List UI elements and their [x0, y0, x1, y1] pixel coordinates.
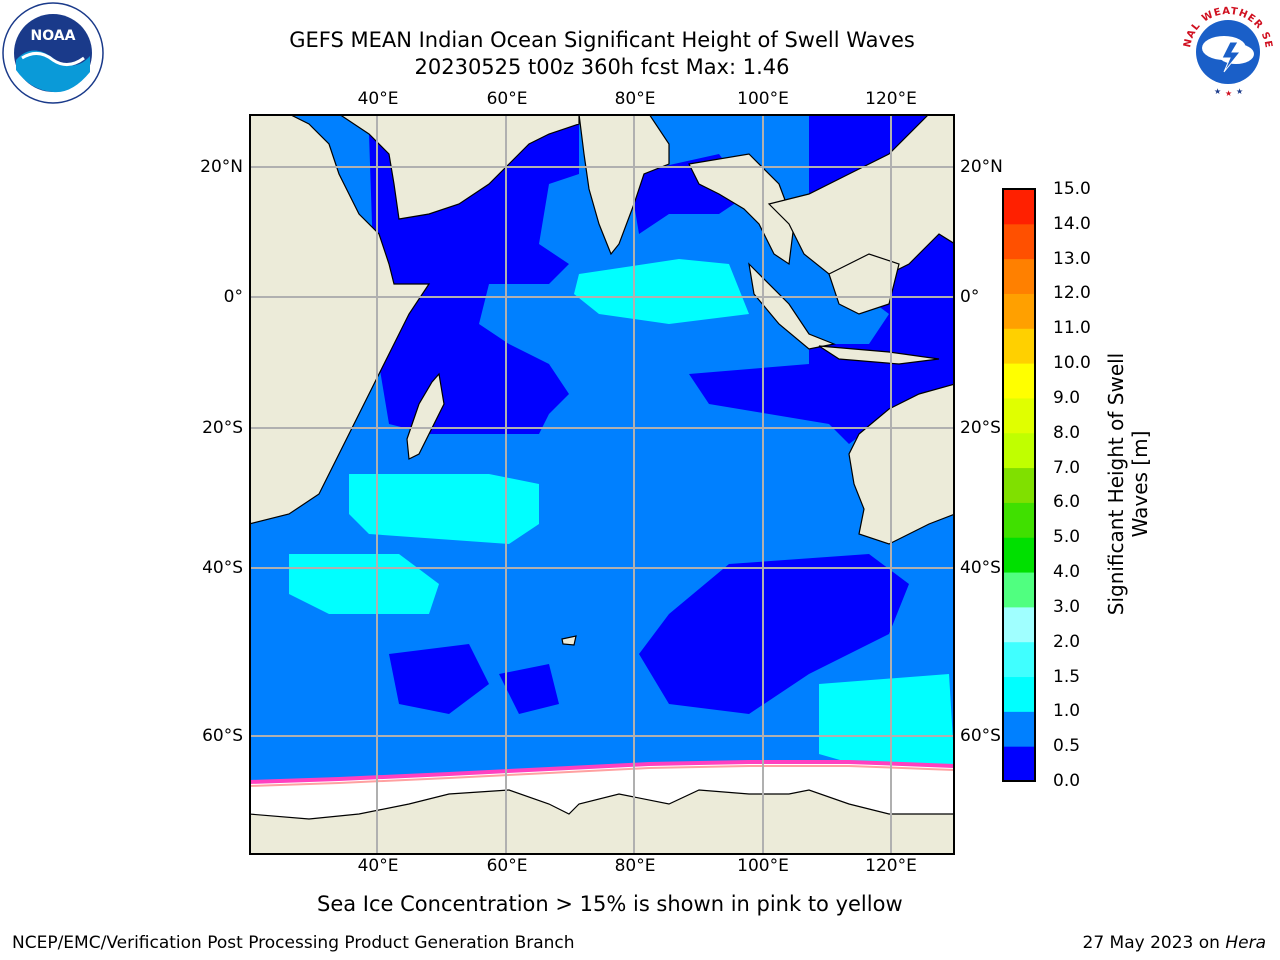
swell-height-map [249, 114, 955, 855]
colorbar-label-line1: Significant Height of Swell [1104, 352, 1128, 616]
svg-text:★: ★ [1236, 87, 1243, 96]
colorbar-tick-label: 9.0 [1053, 387, 1081, 408]
colorbar-segment [1003, 641, 1035, 678]
colorbar-segment [1003, 746, 1035, 782]
colorbar-segment [1003, 258, 1035, 294]
nws-logo: NATIONAL WEATHER SERVICE ★ ★ ★ [1178, 2, 1276, 100]
colorbar-tick-label: 10.0 [1053, 353, 1091, 374]
colorbar-tick-label: 1.5 [1053, 666, 1081, 687]
y-tick-left: 20°S [202, 418, 243, 438]
graticule [250, 115, 954, 854]
noaa-logo-text: NOAA [31, 28, 76, 44]
colorbar-tick-label: 2.0 [1053, 631, 1081, 652]
colorbar-tick-label: 4.0 [1053, 562, 1081, 583]
y-tick-right: 40°S [960, 558, 1001, 578]
footer-date-text: 27 May 2023 on [1082, 933, 1226, 953]
colorbar-tick-label: 0.5 [1053, 736, 1081, 757]
footer-date: 27 May 2023 on Hera [1083, 933, 1267, 953]
colorbar-tick-label: 13.0 [1053, 248, 1091, 269]
y-tick-left: 40°S [202, 558, 243, 578]
x-tick-bottom: 60°E [486, 856, 528, 876]
colorbar-segment [1003, 537, 1035, 573]
y-tick-right: 0° [960, 287, 980, 307]
x-tick-top: 80°E [614, 89, 656, 109]
footer-host: Hera [1225, 933, 1266, 953]
chart-subtitle-run: 20230525 t00z 360h fcst Max: 1.46 [414, 55, 790, 79]
x-tick-bottom: 120°E [865, 856, 917, 876]
colorbar-tick-label: 5.0 [1053, 527, 1081, 548]
sea-ice-note: Sea Ice Concentration > 15% is shown in … [317, 892, 903, 916]
colorbar-segment [1003, 467, 1035, 503]
x-tick-top: 40°E [357, 89, 399, 109]
y-tick-right: 20°N [960, 157, 1003, 177]
colorbar-segment [1003, 572, 1035, 608]
x-tick-top: 60°E [486, 89, 528, 109]
colorbar-tick-label: 14.0 [1053, 213, 1091, 234]
colorbar-tick-label: 0.0 [1053, 771, 1081, 791]
y-tick-left: 0° [223, 287, 243, 307]
colorbar-segment [1003, 189, 1035, 225]
colorbar-segment [1003, 293, 1035, 329]
colorbar-segment [1003, 223, 1035, 260]
colorbar-tick-label: 11.0 [1053, 318, 1091, 339]
colorbar [1002, 188, 1036, 782]
colorbar-tick-label: 1.0 [1053, 701, 1081, 722]
x-tick-bottom: 80°E [614, 856, 656, 876]
y-tick-left: 20°N [200, 157, 243, 177]
colorbar-tick-label: 15.0 [1053, 179, 1091, 199]
y-tick-left: 60°S [202, 726, 243, 746]
footer-producer: NCEP/EMC/Verification Post Processing Pr… [12, 933, 575, 953]
colorbar-tick-label: 7.0 [1053, 457, 1081, 478]
colorbar-tick-label: 12.0 [1053, 283, 1091, 304]
x-tick-bottom: 100°E [737, 856, 789, 876]
x-tick-top: 100°E [737, 89, 789, 109]
colorbar-segment [1003, 606, 1035, 643]
colorbar-segment [1003, 432, 1035, 469]
chart-title: GEFS MEAN Indian Ocean Significant Heigh… [289, 28, 915, 52]
svg-text:★: ★ [1225, 89, 1232, 98]
colorbar-tick-label: 3.0 [1053, 596, 1081, 617]
colorbar-segment [1003, 711, 1035, 747]
noaa-logo: NOAA [2, 2, 104, 104]
svg-text:★: ★ [1214, 87, 1221, 96]
colorbar-segment [1003, 363, 1035, 399]
colorbar-segment [1003, 676, 1035, 712]
colorbar-segment [1003, 502, 1035, 538]
y-tick-right: 60°S [960, 726, 1001, 746]
colorbar-tick-label: 6.0 [1053, 492, 1081, 513]
colorbar-segment [1003, 328, 1035, 364]
sea-ice-edge [250, 760, 954, 784]
y-tick-right: 20°S [960, 418, 1001, 438]
colorbar-segment [1003, 397, 1035, 434]
x-tick-bottom: 40°E [357, 856, 399, 876]
x-tick-top: 120°E [865, 89, 917, 109]
colorbar-label-line2: Waves [m] [1128, 430, 1152, 538]
colorbar-tick-label: 8.0 [1053, 422, 1081, 443]
